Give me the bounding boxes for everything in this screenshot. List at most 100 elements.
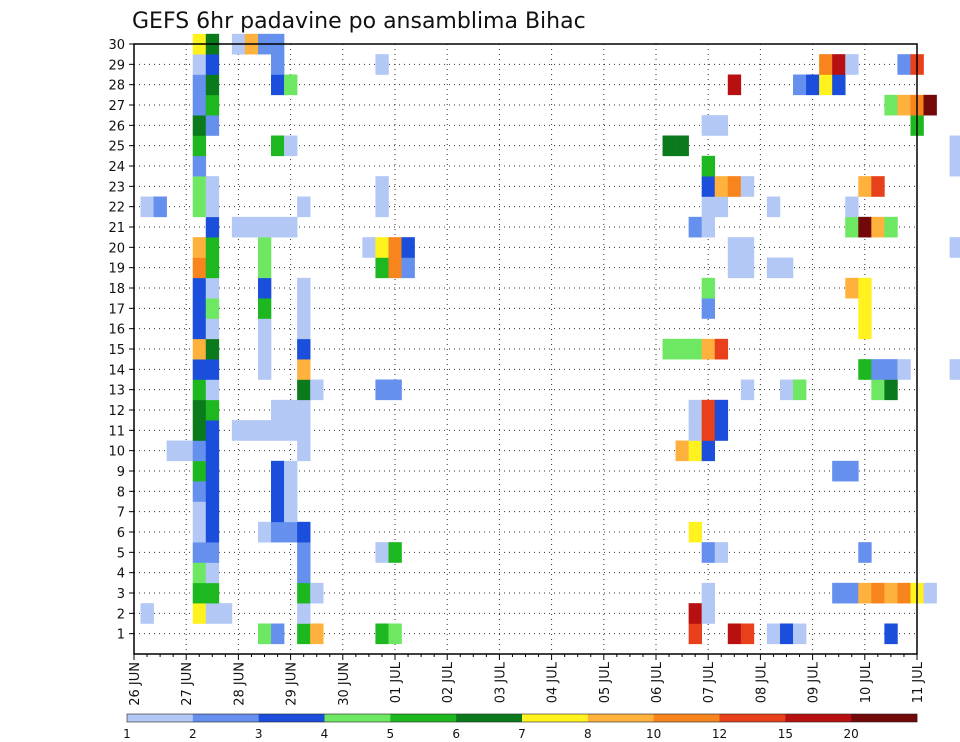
heatmap-cell [714, 176, 729, 197]
heatmap-cell [205, 562, 220, 584]
heatmap-cell [858, 277, 872, 299]
y-tick-label: 10 [108, 445, 125, 460]
heatmap-cell [310, 582, 324, 604]
heatmap-cell [766, 196, 781, 218]
heatmap-cell [688, 521, 702, 543]
heatmap-cell [192, 338, 207, 360]
heatmap-cell [192, 196, 207, 218]
heatmap-cell [740, 379, 755, 401]
heatmap-cell [205, 582, 220, 604]
heatmap-cell [284, 481, 298, 502]
heatmap-cell [297, 562, 311, 584]
y-tick-label: 30 [108, 38, 125, 53]
heatmap-cell [793, 379, 807, 401]
heatmap-cell [688, 399, 702, 421]
heatmap-cell [205, 460, 220, 482]
y-tick-label: 22 [108, 201, 125, 216]
y-tick-label: 20 [108, 241, 125, 256]
y-tick-label: 25 [108, 140, 125, 155]
heatmap-cell [949, 135, 960, 157]
heatmap-cell [271, 501, 285, 523]
heatmap-cell [858, 318, 872, 340]
heatmap-cell [257, 277, 272, 299]
heatmap-cell [271, 135, 285, 157]
heatmap-cell [153, 196, 167, 218]
heatmap-cell [257, 318, 272, 340]
heatmap-cell [701, 176, 716, 197]
heatmap-cell [688, 338, 702, 360]
x-tick-label: 02 JUL [441, 661, 456, 703]
colorbar-label: 6 [452, 727, 460, 741]
heatmap-cell [205, 318, 220, 340]
heatmap-cell [388, 257, 402, 279]
heatmap-cell [297, 298, 311, 319]
heatmap-cell [192, 359, 207, 380]
colorbar-label: 4 [321, 727, 329, 741]
heatmap-cell [701, 440, 716, 462]
heatmap-cell [375, 237, 389, 258]
heatmap-cell [858, 542, 872, 563]
colorbar-segment [719, 714, 786, 722]
heatmap-cell [701, 277, 716, 299]
heatmap-cell [858, 176, 872, 197]
heatmap-cell [271, 399, 285, 421]
heatmap-cell [257, 623, 272, 645]
heatmap-cell [284, 460, 298, 482]
heatmap-cell [701, 603, 716, 624]
heatmap-cell [388, 542, 402, 563]
x-tick-label: 03 JUL [493, 661, 508, 703]
colorbar-frame [126, 713, 918, 723]
colorbar-label: 12 [712, 727, 727, 741]
heatmap-cell [845, 216, 859, 238]
heatmap-cell [401, 257, 415, 279]
heatmap-cell [727, 74, 742, 96]
colorbar-segment [785, 714, 852, 722]
heatmap-cell [727, 623, 742, 645]
x-tick-label: 05 JUL [598, 661, 613, 703]
heatmap-cell [140, 196, 154, 218]
heatmap-cell [858, 298, 872, 319]
y-tick-label: 12 [108, 404, 125, 419]
y-tick-label: 28 [108, 79, 125, 94]
heatmap-cell [871, 176, 885, 197]
y-tick-label: 16 [108, 323, 125, 338]
heatmap-cell [675, 440, 689, 462]
heatmap-cell [297, 521, 311, 543]
heatmap-cell [205, 216, 220, 238]
heatmap-cell [297, 603, 311, 624]
heatmap-cell [714, 115, 729, 136]
y-tick-label: 5 [117, 546, 125, 561]
heatmap-cell [688, 420, 702, 441]
heatmap-cell [923, 582, 937, 604]
heatmap-cell [766, 623, 781, 645]
colorbar-label: 20 [844, 727, 859, 741]
heatmap-cell [375, 54, 389, 75]
colorbar-segment [258, 714, 325, 722]
heatmap-cell [192, 399, 207, 421]
heatmap-cell [375, 379, 389, 401]
x-tick-label: 07 JUL [702, 661, 717, 703]
heatmap-cell [284, 420, 298, 441]
heatmap-cell [179, 440, 194, 462]
y-tick-label: 27 [108, 99, 125, 114]
heatmap-cell [310, 379, 324, 401]
x-tick-label: 10 JUL [859, 661, 874, 703]
heatmap-cell [858, 216, 872, 238]
heatmap-cell [701, 115, 716, 136]
heatmap-cell [375, 623, 389, 645]
heatmap-cell [192, 562, 207, 584]
heatmap-cell [271, 481, 285, 502]
heatmap-cell [714, 338, 729, 360]
heatmap-cell [832, 74, 846, 96]
heatmap-cell [845, 582, 859, 604]
heatmap-cell [271, 521, 285, 543]
heatmap-cell [192, 176, 207, 197]
heatmap-cell [271, 460, 285, 482]
colorbar: 1 2 3 4 5 6 7 8 10 12 15 20 [123, 713, 918, 741]
colorbar-label: 5 [387, 727, 395, 741]
y-tick-label: 6 [117, 526, 125, 541]
heatmap-cell [897, 94, 911, 116]
heatmap-cell [284, 521, 298, 543]
